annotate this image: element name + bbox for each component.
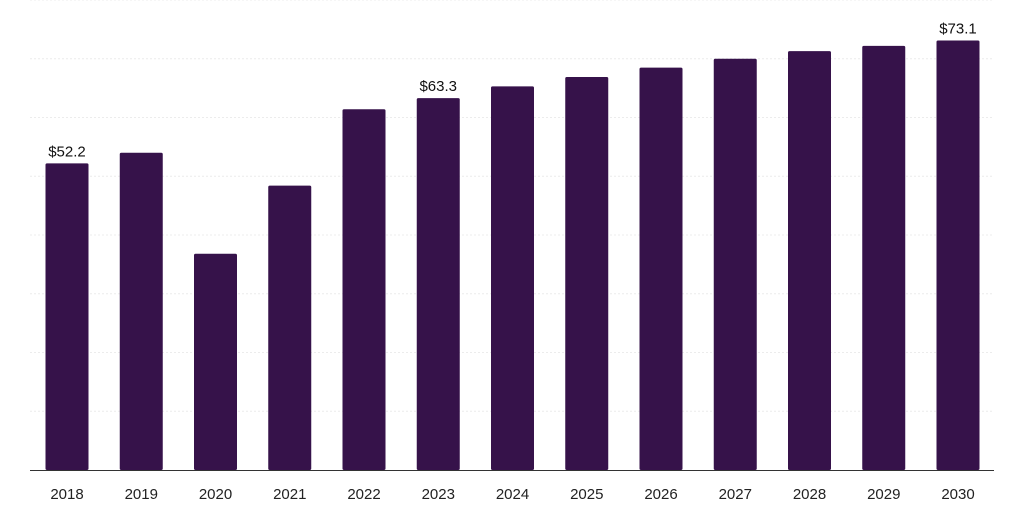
data-labels: $52.2 $63.3 $73.1 — [48, 21, 977, 161]
data-label-2018: $52.2 — [48, 143, 86, 160]
bar-2025[interactable] — [565, 76, 609, 471]
x-tick-label-2027: 2027 — [719, 486, 752, 503]
bar-2026[interactable] — [639, 67, 683, 470]
x-tick-label-2028: 2028 — [793, 486, 826, 503]
bar-2028[interactable] — [788, 51, 831, 471]
data-label-2030: $73.1 — [939, 21, 977, 38]
bar-2029[interactable] — [862, 45, 906, 470]
x-tick-label-2026: 2026 — [644, 486, 677, 503]
data-label-2023: $63.3 — [419, 78, 457, 95]
x-tick-label-2021: 2021 — [273, 486, 306, 503]
x-tick-label-2019: 2019 — [125, 486, 158, 503]
bar-2030[interactable] — [936, 40, 980, 470]
bar-2020[interactable] — [194, 253, 237, 470]
x-tick-labels: 2018 2019 2020 2021 2022 2023 2024 2025 2026 2027… — [50, 486, 974, 503]
bar-2022[interactable] — [342, 109, 386, 471]
x-tick-label-2030: 2030 — [941, 486, 974, 503]
bar-2023[interactable] — [416, 98, 460, 471]
bar-2019[interactable] — [119, 152, 163, 470]
bars — [45, 40, 980, 471]
x-tick-label-2022: 2022 — [347, 486, 380, 503]
bar-2021[interactable] — [268, 185, 312, 470]
bar-2027[interactable] — [713, 58, 757, 470]
bar-2018[interactable] — [45, 163, 89, 470]
x-tick-label-2020: 2020 — [199, 486, 232, 503]
x-tick-label-2025: 2025 — [570, 486, 603, 503]
x-tick-label-2029: 2029 — [867, 486, 900, 503]
bar-2024[interactable] — [491, 86, 534, 471]
x-tick-label-2024: 2024 — [496, 486, 529, 503]
x-tick-label-2023: 2023 — [422, 486, 455, 503]
x-tick-label-2018: 2018 — [50, 486, 83, 503]
